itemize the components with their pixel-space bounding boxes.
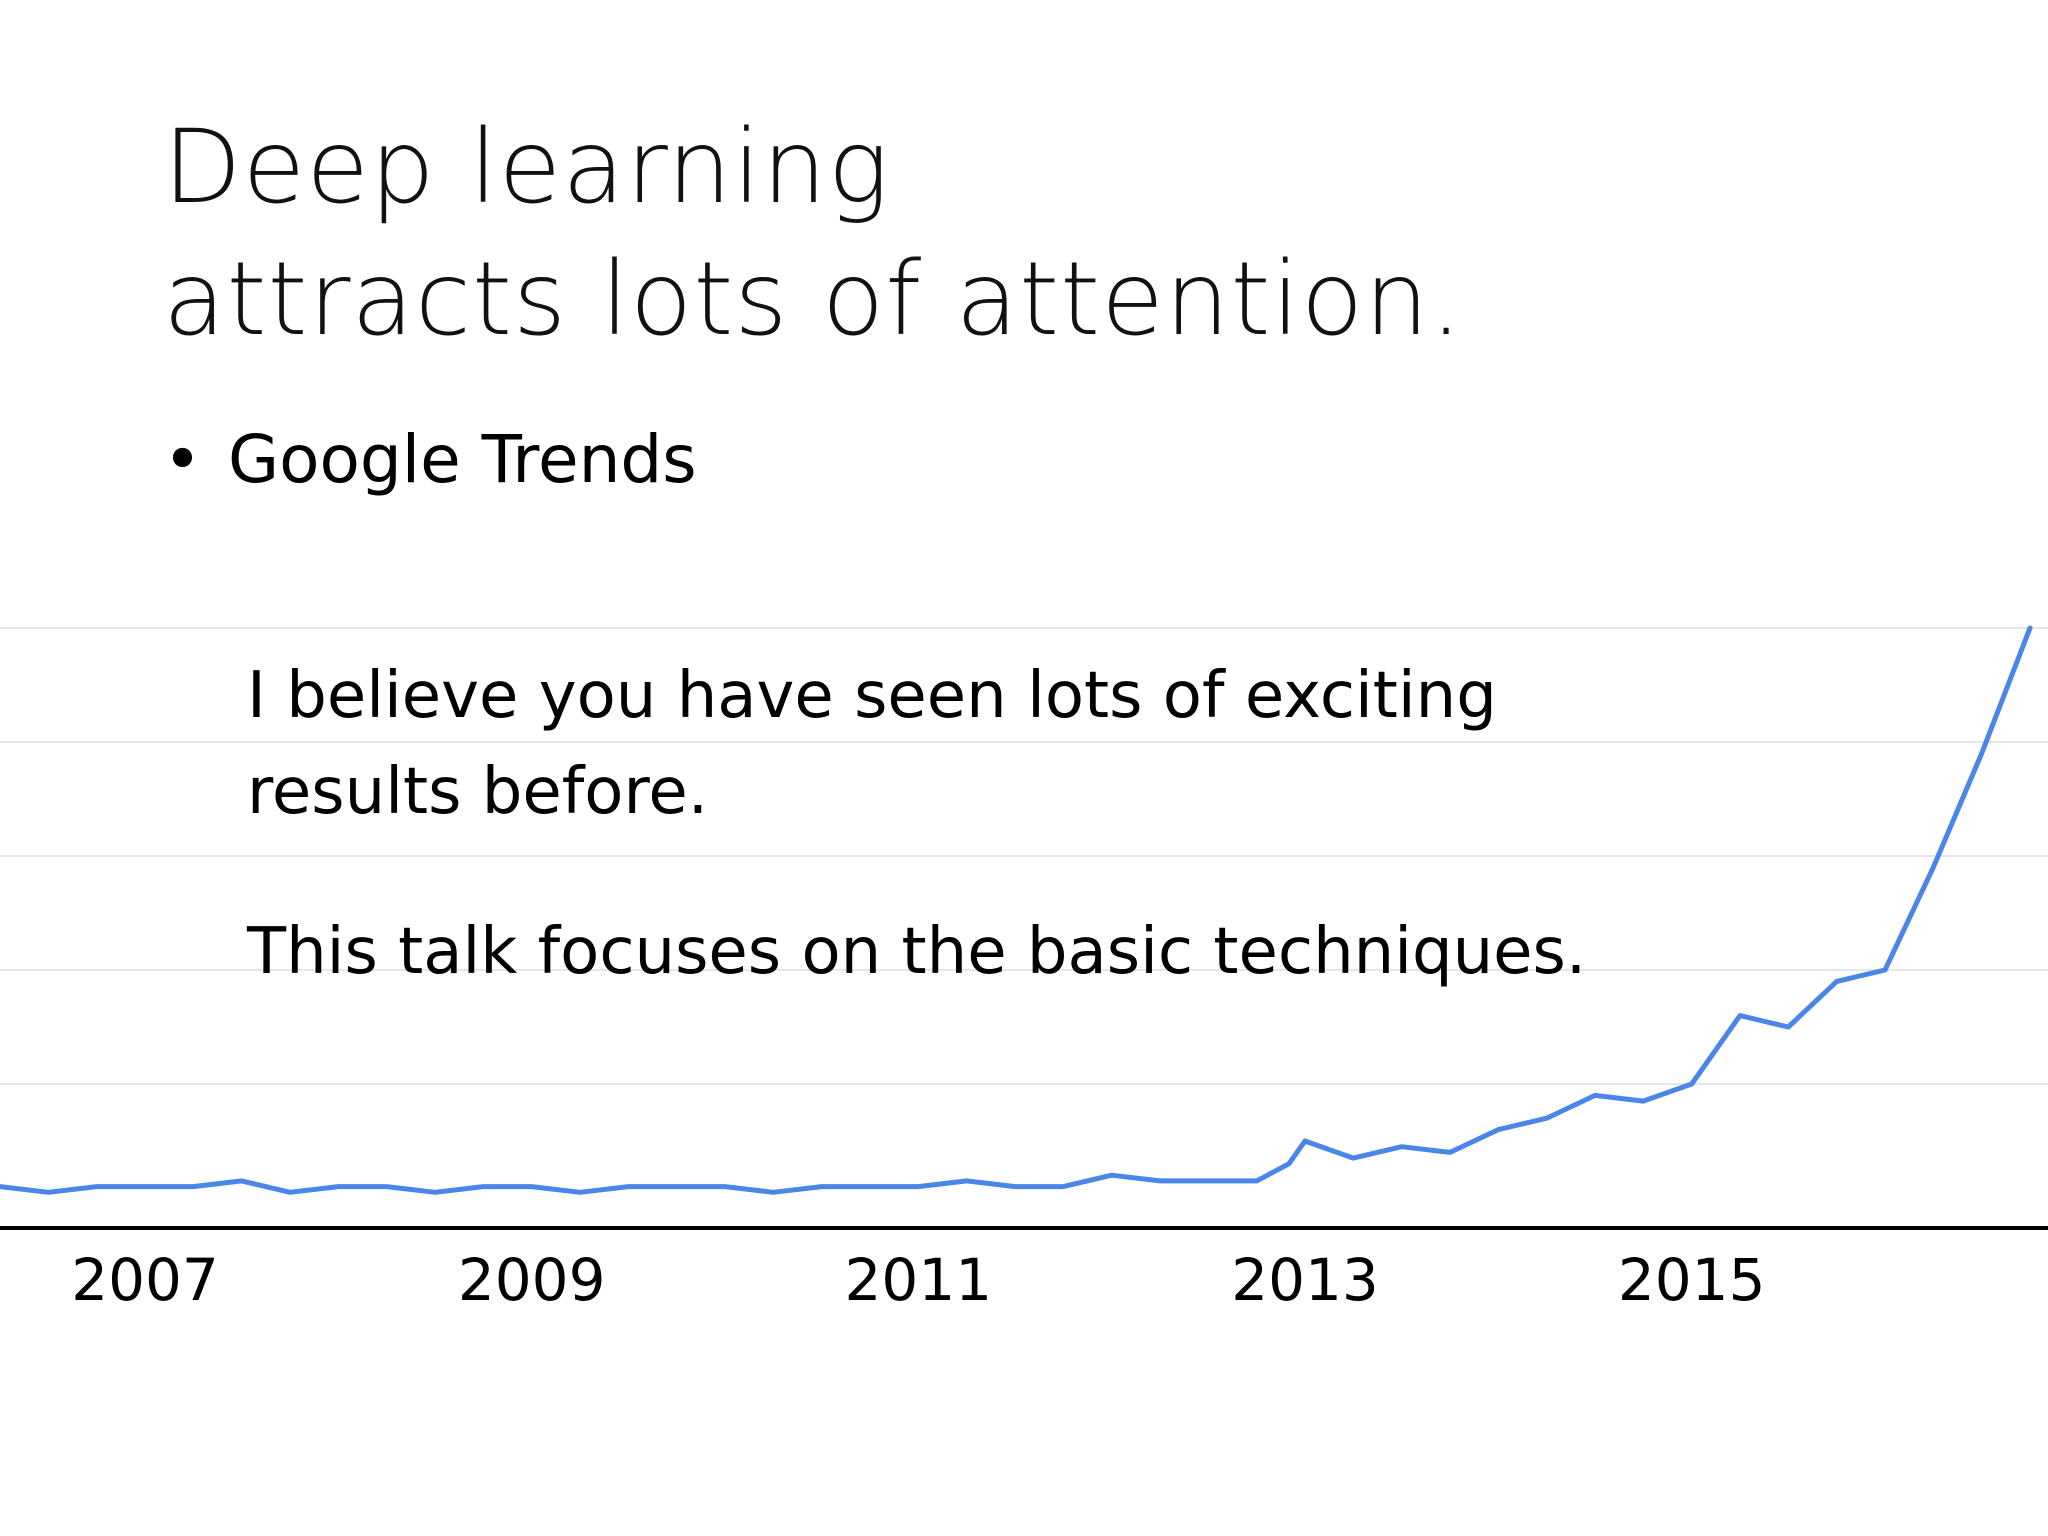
bullet-item: • Google Trends (163, 418, 697, 502)
chart-gridlines (0, 627, 2048, 1085)
x-tick-label-2007: 2007 (71, 1246, 219, 1314)
slide-title-line-1: Deep learning (163, 108, 890, 227)
x-tick-labels: 2007 2009 2011 2013 2015 (71, 1246, 1765, 1314)
x-tick-label-2011: 2011 (845, 1246, 993, 1314)
series-line-deep-learning (0, 625, 2033, 1195)
slide-title-line-2: attracts lots of attention. (163, 240, 1464, 359)
x-tick-label-2015: 2015 (1618, 1246, 1766, 1314)
slide-title: Deep learning attracts lots of attention… (163, 102, 1463, 366)
bullet-text: Google Trends (227, 421, 697, 498)
overlay-text-line-1: I believe you have seen lots of exciting (247, 659, 1497, 733)
x-tick-label-2013: 2013 (1231, 1246, 1379, 1314)
overlay-text-line-2: results before. (247, 755, 709, 829)
x-tick-label-2009: 2009 (458, 1246, 606, 1314)
overlay-text-line-3: This talk focuses on the basic technique… (247, 915, 1587, 989)
bullet-dot-icon: • (163, 421, 202, 498)
